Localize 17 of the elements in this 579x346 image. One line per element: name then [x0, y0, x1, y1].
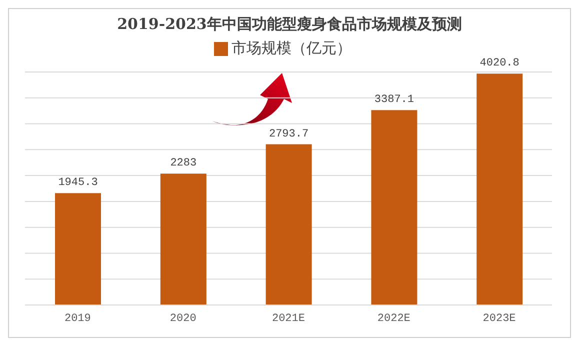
data-label: 1945.3 — [58, 177, 98, 190]
bar — [160, 174, 206, 305]
bar — [476, 74, 523, 305]
data-label: 3387.1 — [374, 94, 414, 106]
chart-title: 2019-2023年中国功能型瘦身食品市场规模及预测 — [116, 15, 463, 35]
x-tick-label: 2019 — [64, 312, 91, 325]
bar — [55, 193, 101, 305]
legend-label: 市场规模（亿元） — [232, 39, 352, 57]
data-label: 2283 — [170, 158, 197, 170]
x-tick-label: 2021E — [272, 312, 306, 325]
x-tick-label: 2022E — [377, 312, 411, 325]
data-label: 4020.8 — [480, 58, 520, 70]
x-tick-label: 2023E — [482, 312, 516, 325]
bar — [266, 144, 312, 305]
bar — [371, 110, 418, 305]
x-tick-label: 2020 — [170, 312, 196, 325]
data-label: 2793.7 — [268, 128, 309, 140]
